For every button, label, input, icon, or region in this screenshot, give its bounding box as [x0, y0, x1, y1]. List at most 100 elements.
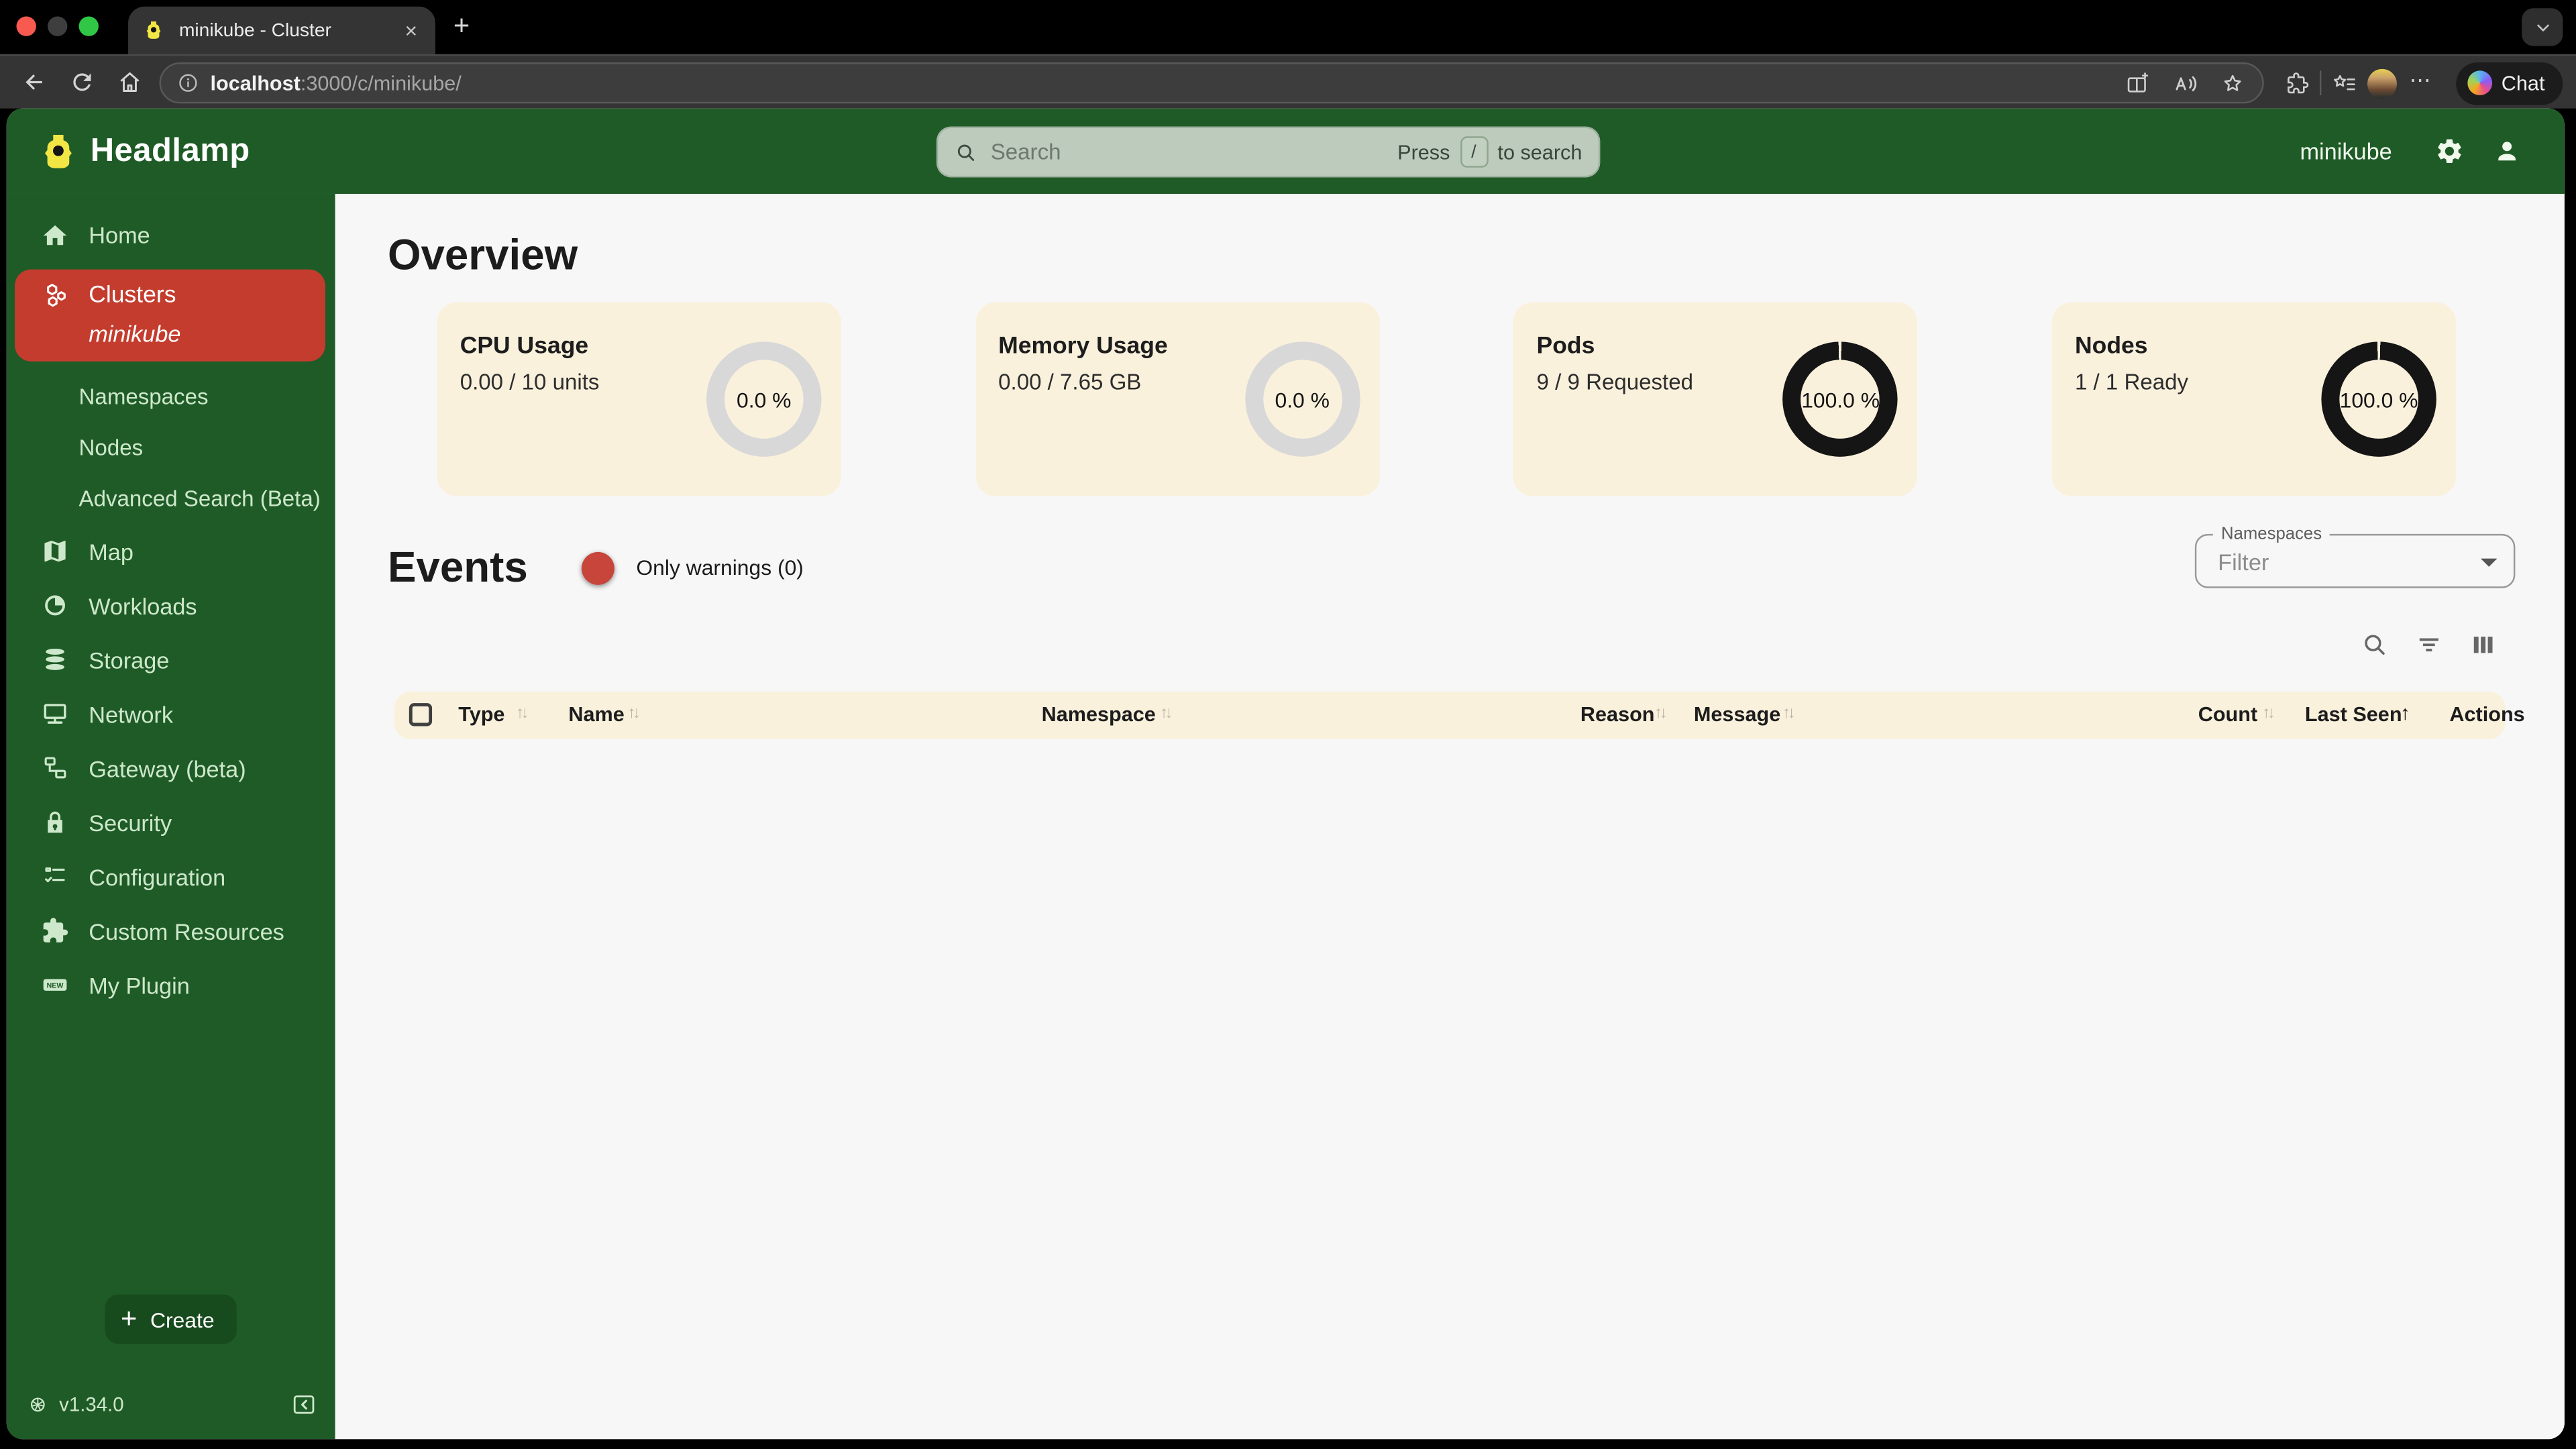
- favorite-star-icon[interactable]: [2220, 70, 2246, 96]
- sort-ascending-icon[interactable]: ↑: [2400, 701, 2410, 724]
- search-icon: [957, 144, 975, 160]
- storage-icon: [46, 648, 64, 670]
- split-screen-icon[interactable]: [2125, 70, 2151, 96]
- new-tab-button[interactable]: +: [453, 9, 470, 42]
- sidebar-item-nodes[interactable]: Nodes: [7, 422, 335, 473]
- sort-icon[interactable]: ↑↓: [2262, 704, 2275, 723]
- sidebar-item-my-plugin[interactable]: NEW My Plugin: [7, 958, 335, 1012]
- collections-icon[interactable]: [2330, 70, 2357, 96]
- donut-percent: 0.0 %: [1275, 386, 1330, 412]
- nodes-donut: 100.0 %: [2321, 341, 2436, 457]
- sidebar-item-label: Security: [89, 809, 172, 836]
- site-info-icon[interactable]: [177, 72, 199, 94]
- sidebar-item-configuration[interactable]: Configuration: [7, 849, 335, 904]
- cluster-version[interactable]: v1.34.0: [26, 1393, 124, 1416]
- browser-home-icon[interactable]: [117, 69, 143, 95]
- column-header-type[interactable]: Type: [458, 703, 505, 727]
- url-path: :3000/c/minikube/: [300, 71, 462, 95]
- sidebar-item-map[interactable]: Map: [7, 524, 335, 578]
- sidebar-item-namespaces[interactable]: Namespaces: [7, 371, 335, 422]
- puzzle-icon: [43, 918, 68, 943]
- headlamp-logo[interactable]: Headlamp: [38, 131, 250, 172]
- card-subtitle: 9 / 9 Requested: [1536, 370, 1694, 394]
- browser-tab[interactable]: minikube - Cluster ×: [128, 6, 435, 54]
- column-header-last-seen[interactable]: Last Seen: [2304, 703, 2402, 727]
- sidebar-item-clusters-selected[interactable]: Clusters minikube: [15, 269, 325, 362]
- lock-icon: [48, 811, 62, 833]
- sidebar-item-label: Map: [89, 538, 133, 565]
- settings-gear-icon[interactable]: [2434, 136, 2464, 166]
- sort-icon[interactable]: ↑↓: [1782, 704, 1796, 723]
- headlamp-lamp-icon: [45, 133, 72, 168]
- configuration-icon: [45, 867, 65, 883]
- home-icon: [43, 224, 67, 245]
- tab-close-icon[interactable]: ×: [405, 17, 418, 43]
- sort-icon[interactable]: ↑↓: [627, 704, 641, 723]
- user-account-icon[interactable]: [2492, 136, 2522, 166]
- namespaces-filter-select[interactable]: Namespaces Filter: [2194, 524, 2516, 588]
- chevron-down-icon: [2536, 23, 2548, 31]
- window-controls[interactable]: [16, 16, 99, 36]
- sort-icon[interactable]: ↑↓: [515, 704, 529, 723]
- sidebar-item-workloads[interactable]: Workloads: [7, 578, 335, 633]
- table-search-icon[interactable]: [2361, 631, 2389, 659]
- sidebar-item-label: Gateway (beta): [89, 755, 246, 782]
- search-input[interactable]: [990, 140, 1398, 164]
- sidebar-item-network[interactable]: Network: [7, 687, 335, 741]
- back-icon[interactable]: [21, 69, 48, 95]
- url-text[interactable]: localhost:3000/c/minikube/: [210, 72, 2102, 95]
- column-header-reason[interactable]: Reason: [1580, 703, 1655, 727]
- sidebar-item-gateway[interactable]: Gateway (beta): [7, 741, 335, 795]
- sidebar: Home Clusters minikube Namespaces Nodes …: [6, 193, 335, 1440]
- zoom-window-button[interactable]: [78, 16, 99, 36]
- header-right-cluster: minikube: [2300, 136, 2522, 166]
- donut-percent: 100.0 %: [2339, 386, 2418, 412]
- sidebar-item-storage[interactable]: Storage: [7, 633, 335, 687]
- selected-cluster-name[interactable]: minikube: [89, 320, 181, 347]
- events-title: Events: [387, 542, 528, 592]
- profile-avatar[interactable]: [2366, 68, 2397, 98]
- sidebar-item-label: Network: [89, 700, 174, 727]
- url-host: localhost: [210, 71, 301, 95]
- card-title: Pods: [1536, 333, 1595, 360]
- sidebar-item-label: My Plugin: [89, 971, 190, 998]
- gateway-icon: [44, 757, 66, 779]
- table-toolbar: [2361, 631, 2497, 659]
- column-header-message[interactable]: Message: [1693, 703, 1781, 727]
- column-header-count[interactable]: Count: [2198, 703, 2258, 727]
- global-search[interactable]: Press / to search: [936, 126, 1601, 178]
- extensions-icon[interactable]: [2283, 70, 2309, 96]
- app-header: Headlamp Press / to search minikube: [6, 108, 2565, 194]
- minimize-window-button[interactable]: [48, 16, 68, 36]
- clusters-icon: [47, 284, 66, 307]
- column-header-name[interactable]: Name: [568, 703, 625, 727]
- toolbar-divider: [2318, 70, 2321, 96]
- columns-icon[interactable]: [2469, 631, 2498, 659]
- events-table-header: Type ↑↓ Name ↑↓ Namespace ↑↓ Reason ↑↓ Messa…: [394, 692, 2525, 740]
- sort-icon[interactable]: ↑↓: [1654, 704, 1668, 723]
- read-aloud-icon[interactable]: [2172, 70, 2198, 96]
- close-window-button[interactable]: [16, 16, 36, 36]
- tab-search-button[interactable]: [2522, 8, 2563, 46]
- copilot-chat-button[interactable]: Chat: [2455, 61, 2563, 105]
- create-button[interactable]: + Create: [104, 1294, 237, 1344]
- sidebar-item-security[interactable]: Security: [7, 795, 335, 849]
- sidebar-item-home[interactable]: Home: [7, 210, 335, 259]
- select-all-checkbox[interactable]: [409, 703, 433, 727]
- memory-usage-donut: 0.0 %: [1244, 341, 1360, 457]
- card-title: Memory Usage: [998, 333, 1168, 360]
- only-warnings-label: Only warnings (0): [636, 555, 804, 580]
- address-bar[interactable]: localhost:3000/c/minikube/: [159, 62, 2264, 104]
- only-warnings-toggle[interactable]: [554, 551, 615, 584]
- column-header-namespace[interactable]: Namespace: [1041, 703, 1156, 727]
- sidebar-item-advanced-search[interactable]: Advanced Search (Beta): [7, 473, 335, 524]
- collapse-sidebar-icon[interactable]: [290, 1391, 317, 1417]
- reload-icon[interactable]: [69, 69, 95, 95]
- sidebar-item-custom-resources[interactable]: Custom Resources: [7, 904, 335, 958]
- current-cluster-name[interactable]: minikube: [2300, 138, 2392, 164]
- sort-icon[interactable]: ↑↓: [1159, 704, 1173, 723]
- filter-icon[interactable]: [2415, 631, 2443, 659]
- sidebar-item-label: Nodes: [78, 435, 144, 460]
- browser-menu-icon[interactable]: ⋯: [2409, 66, 2432, 91]
- sidebar-item-label: Custom Resources: [89, 917, 284, 944]
